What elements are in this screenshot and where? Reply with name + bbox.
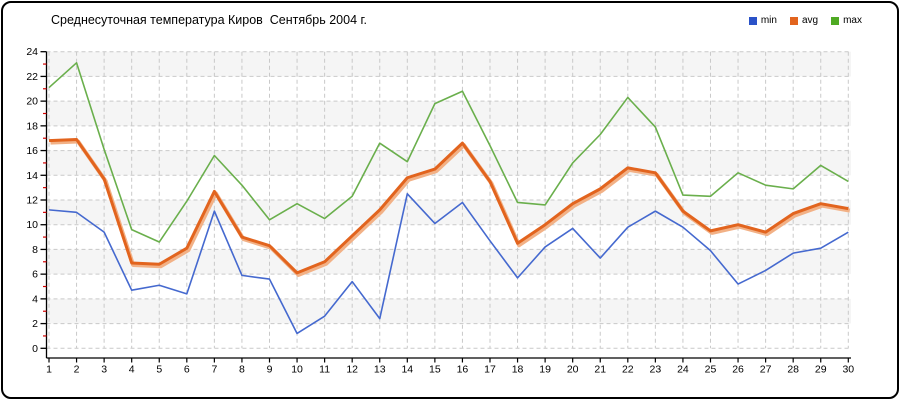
min-series-line bbox=[48, 193, 849, 335]
x-tick-label: 11 bbox=[319, 364, 330, 376]
y-tick-label: 24 bbox=[26, 46, 38, 58]
x-tick-label: 23 bbox=[650, 364, 662, 376]
x-tick-label: 10 bbox=[291, 364, 303, 376]
y-tick-label: 12 bbox=[26, 195, 38, 207]
x-tick-label: 9 bbox=[267, 364, 273, 376]
avg-series-line bbox=[48, 137, 849, 275]
y-tick-label: 8 bbox=[32, 244, 38, 256]
x-tick-label: 24 bbox=[677, 364, 689, 376]
x-tick-label: 27 bbox=[760, 364, 772, 376]
x-tick-label: 26 bbox=[732, 364, 744, 376]
x-tick-label: 4 bbox=[129, 364, 135, 376]
x-tick-label: 16 bbox=[457, 364, 469, 376]
legend-item-avg: avg bbox=[789, 15, 819, 26]
x-tick-label: 15 bbox=[429, 364, 441, 376]
y-tick-label: 0 bbox=[32, 343, 38, 355]
x-tick-label: 20 bbox=[567, 364, 579, 376]
x-tick-label: 17 bbox=[484, 364, 496, 376]
x-tick-label: 5 bbox=[156, 364, 162, 376]
x-tick-label: 3 bbox=[101, 364, 107, 376]
x-tick-label: 28 bbox=[787, 364, 799, 376]
y-tick-label: 4 bbox=[32, 293, 38, 305]
avg-series-swatch-icon bbox=[789, 16, 798, 25]
x-tick-label: 13 bbox=[374, 364, 386, 376]
x-tick-label: 22 bbox=[622, 364, 634, 376]
x-tick-label: 19 bbox=[539, 364, 551, 376]
gridlines bbox=[46, 51, 851, 349]
legend-item-max: max bbox=[831, 15, 862, 26]
x-tick-label: 18 bbox=[512, 364, 524, 376]
x-tick-label: 25 bbox=[705, 364, 717, 376]
y-tick-label: 18 bbox=[26, 120, 38, 132]
legend-label-max: max bbox=[843, 15, 862, 26]
y-tick-label: 14 bbox=[26, 170, 38, 182]
axes bbox=[45, 51, 851, 359]
plot-bands bbox=[46, 51, 851, 324]
x-tick-label: 21 bbox=[594, 364, 606, 376]
x-tick-label: 29 bbox=[815, 364, 827, 376]
x-tick-label: 7 bbox=[211, 364, 217, 376]
y-tick-label: 20 bbox=[26, 96, 38, 108]
x-tick-label: 30 bbox=[842, 364, 854, 376]
max-series-swatch-icon bbox=[831, 16, 840, 25]
chart-title: Среднесуточная температура Киров Сентябр… bbox=[51, 13, 368, 27]
y-tick-label: 22 bbox=[26, 71, 38, 83]
legend-item-min: min bbox=[748, 15, 777, 26]
y-tick-label: 16 bbox=[26, 145, 38, 157]
x-axis-ticks: 1 2 3 4 5 6 7 8 9 10 11 12 13 14 15 16 17 18 19 20 21 22 23 24 2… bbox=[46, 358, 854, 376]
y-tick-label: 10 bbox=[26, 219, 38, 231]
x-tick-label: 6 bbox=[184, 364, 190, 376]
legend: min avg max bbox=[748, 15, 862, 26]
x-tick-label: 12 bbox=[346, 364, 358, 376]
max-series-line bbox=[48, 62, 849, 243]
legend-label-avg: avg bbox=[801, 15, 819, 26]
avg-series-shadow bbox=[50, 139, 851, 277]
x-tick-label: 2 bbox=[74, 364, 80, 376]
x-tick-label: 14 bbox=[401, 364, 413, 376]
legend-label-min: min bbox=[760, 15, 777, 26]
min-series-swatch-icon bbox=[748, 16, 757, 25]
y-tick-label: 6 bbox=[32, 269, 38, 281]
x-tick-label: 8 bbox=[239, 364, 245, 376]
y-tick-label: 2 bbox=[32, 318, 38, 330]
x-tick-label: 1 bbox=[46, 364, 52, 376]
